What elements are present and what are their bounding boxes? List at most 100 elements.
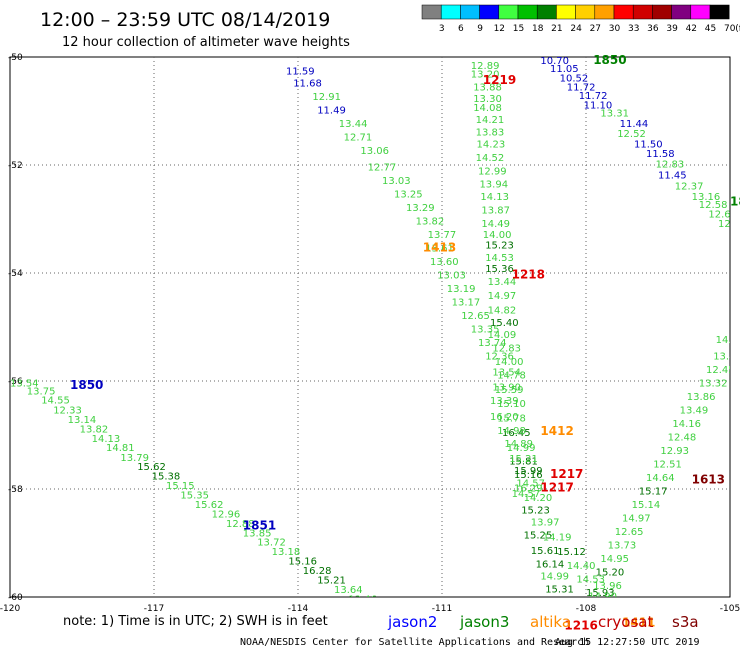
- wave-height-point: 11.58: [646, 149, 675, 160]
- wave-height-point: 15.12: [557, 547, 586, 558]
- wave-height-point: 15.61: [531, 546, 560, 557]
- wave-height-point: 14.55: [41, 396, 70, 407]
- wave-height-point: 12.45: [706, 365, 735, 376]
- color-scale-tick: 70: [724, 24, 736, 34]
- wave-height-point: 16.45: [502, 428, 531, 439]
- wave-height-point: 13.35: [471, 324, 500, 335]
- wave-height-point: 13.72: [257, 538, 286, 549]
- color-scale-swatch: [690, 4, 711, 20]
- wave-height-point: 13.54: [492, 368, 521, 379]
- color-scale-tick: 15: [513, 24, 524, 34]
- wave-height-point: 13.54: [10, 378, 39, 389]
- wave-height-point: 14.08: [473, 103, 502, 114]
- wave-height-point: 12.36: [485, 351, 514, 362]
- pass-time-label: 1850: [70, 378, 103, 392]
- wave-height-point: 13.79: [120, 453, 149, 464]
- y-tick-label: -58: [8, 485, 23, 495]
- wave-height-point: 15.78: [497, 414, 526, 425]
- wave-height-point: 12.65: [461, 311, 490, 322]
- wave-height-point: 14.82: [488, 306, 517, 317]
- color-scale-swatch: [652, 4, 672, 20]
- wave-height-point: 12.33: [53, 405, 82, 416]
- wave-height-point: 13.46: [348, 594, 377, 605]
- wave-height-point: 14.23: [477, 140, 506, 151]
- wave-height-point: 14.99: [540, 572, 569, 583]
- wave-height-point: 13.49: [680, 405, 709, 416]
- wave-height-point: 13.86: [687, 392, 716, 403]
- wave-height-point: 15.16: [514, 470, 543, 481]
- color-scale-tick: 3: [439, 24, 445, 34]
- pass-time-label: 1217: [540, 481, 573, 495]
- pass-time-label: 1219: [483, 73, 516, 87]
- color-scale-tick: 18: [532, 24, 544, 34]
- wave-height-point: 15.21: [509, 454, 538, 465]
- wave-height-point: 14.95: [600, 554, 629, 565]
- wave-height-point: 12.48: [668, 432, 697, 443]
- footer-note: note: 1) Time is in UTC; 2) SWH is in fe…: [63, 614, 328, 629]
- color-scale-tick: 36: [647, 24, 659, 34]
- wave-height-point: 13.19: [447, 284, 476, 295]
- wave-height-point: 11.59: [286, 66, 315, 77]
- pass-time-label: 1218: [512, 267, 545, 281]
- color-scale-swatch: [421, 4, 442, 20]
- wave-height-point: 14.21: [476, 115, 505, 126]
- wave-height-point: 13.17: [452, 297, 481, 308]
- satellite-legend: jason2 jason3 altika cryosat s3a: [387, 613, 699, 631]
- wave-height-point: 14.57: [512, 489, 541, 500]
- wave-height-point: 15.14: [632, 500, 661, 511]
- pass-time-label: 1216: [564, 618, 597, 632]
- wave-height-point: 12.65: [615, 527, 644, 538]
- color-scale-tick: 42: [686, 24, 697, 34]
- wave-height-point: 11.44: [620, 119, 649, 130]
- legend-entry: cryosat: [598, 613, 653, 631]
- wave-height-point: 14.13: [92, 434, 121, 445]
- wave-height-point: 12.04: [718, 219, 740, 230]
- color-scale-swatch: [536, 4, 557, 20]
- wave-height-point: 13.31: [600, 108, 629, 119]
- wave-height-point: 13.85: [243, 529, 272, 540]
- color-scale-tick: 30: [609, 24, 621, 34]
- wave-height-point: 14.53: [485, 253, 514, 264]
- footer-timestamp: Aug 15 12:27:50 UTC 2019: [555, 637, 700, 648]
- wave-height-point: 14.22: [548, 597, 577, 608]
- wave-height-point: 15.23: [521, 505, 550, 516]
- wave-height-point: 11.72: [579, 91, 608, 102]
- wave-height-point: 15.38: [152, 471, 181, 482]
- wave-height-point: 12.99: [478, 167, 507, 178]
- wave-height-point: 14.20: [524, 493, 553, 504]
- wave-height-point: 15.16: [288, 557, 317, 568]
- color-scale-swatch: [709, 4, 730, 20]
- wave-height-point: 13.06: [360, 146, 389, 157]
- wave-height-point: 14.53: [576, 574, 605, 585]
- wave-height-point: 12.58: [699, 200, 728, 211]
- wave-height-point: 15.21: [317, 576, 346, 587]
- wave-height-point: 13.39: [490, 396, 519, 407]
- wave-height-point: 11.45: [658, 171, 687, 182]
- x-tick-label: -105: [720, 604, 740, 614]
- wave-height-point: 13.83: [476, 127, 505, 138]
- wave-height-point: 14.81: [106, 443, 135, 454]
- wave-height-point: 14.57: [516, 478, 545, 489]
- pass-time-label: 1411: [622, 616, 655, 630]
- wave-height-point: 12.51: [653, 459, 682, 470]
- wave-height-point: 14.97: [488, 291, 517, 302]
- wave-height-point: 14.49: [481, 219, 510, 230]
- wave-height-point: 11.10: [584, 100, 613, 111]
- wave-height-point: 13.73: [608, 540, 637, 551]
- wave-height-point: 13.82: [80, 424, 109, 435]
- wave-height-point: 15.17: [639, 486, 668, 497]
- wave-height-point: 15.20: [596, 567, 625, 578]
- wave-height-point: 14.98: [497, 426, 526, 437]
- wave-height-point: 12.64: [708, 209, 737, 220]
- wave-height-point: 14.09: [488, 330, 517, 341]
- wave-height-point: 13.64: [334, 585, 363, 596]
- wave-height-point: 12.37: [675, 181, 704, 192]
- wave-height-point: 14.00: [483, 230, 512, 241]
- wave-height-point: 15.62: [195, 500, 224, 511]
- wave-height-point: 13.25: [394, 189, 423, 200]
- color-scale-swatch: [632, 4, 653, 20]
- plot-frame: [9, 56, 731, 598]
- color-scale-swatch: [440, 4, 461, 20]
